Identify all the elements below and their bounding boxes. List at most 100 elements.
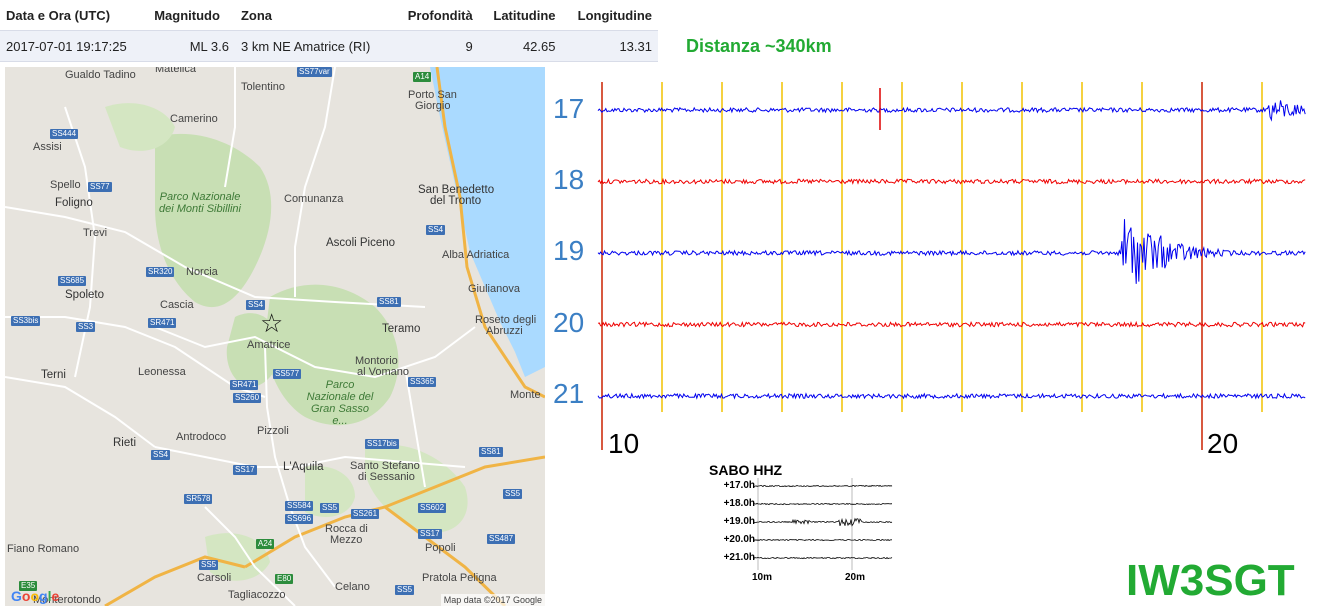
epicenter-star-icon[interactable]: ☆ [260,308,284,338]
road-shield: SS487 [487,534,516,544]
cell-datetime: 2017-07-01 19:17:25 [0,30,149,62]
park-label-sibillini: Parco Nazionale dei Monti Sibillini [159,191,241,215]
map-label: Trevi [83,227,108,239]
thumbnail-tick: 20m [845,572,866,583]
helicorder-thumbnail[interactable]: SABO HHZ +17.0h +18.0h +19.0h +20.0h +21… [700,460,900,585]
table-row[interactable]: 2017-07-01 19:17:25 ML 3.6 3 km NE Amatr… [0,30,658,62]
hour-label: 18 [553,164,584,195]
road-shield: SR471 [230,380,259,390]
col-datetime-header[interactable]: Data e Ora (UTC) [6,7,111,23]
road-shield: SS365 [408,377,437,387]
road-shield: E80 [275,574,294,584]
seismogram-traces [597,88,1306,400]
map-label: al Vomano [357,366,409,378]
thumbnail-row-label: +21.0h [723,552,755,563]
seismic-trace-20 [597,320,1306,328]
map-label: Tagliacozzo [228,589,286,601]
map-label: Camerino [170,113,218,125]
road-shield: SS81 [377,297,401,307]
cell-zone: 3 km NE Amatrice (RI) [234,30,393,62]
map-label: L'Aquila [283,461,324,473]
seismic-trace-21 [597,392,1306,400]
station-callsign: IW3SGT [1126,556,1295,605]
thumbnail-trace [753,556,893,560]
map-label: Pizzoli [257,425,289,437]
map-label: Monte [510,389,541,401]
thumbnail-trace [753,517,893,527]
map-label: Ascoli Piceno [326,237,396,249]
map-label: del Tronto [430,195,482,207]
map-label: Cascia [160,299,194,311]
hour-label: 19 [553,235,584,266]
road-shield: SR578 [184,494,213,504]
map-label: Mezzo [330,534,363,546]
road-shield: SS17 [418,529,442,539]
map-label: Montorio [355,355,398,367]
distance-label: Distanza ~340km [686,36,832,56]
road-shield: SS5 [199,560,219,570]
map-label: Amatrice [247,339,291,351]
map-label: Monterotondo [33,594,101,606]
road-shield: SS602 [418,503,447,513]
map-label: Alba Adriatica [442,249,510,261]
google-logo[interactable]: Google [11,588,60,604]
hour-label: 20 [553,307,584,338]
seismogram-grid [601,82,1263,450]
road-shield: SS81 [479,447,503,457]
road-shield: E35 [19,581,38,591]
road-shield: A14 [413,72,432,82]
map-label: Teramo [382,323,421,335]
map-label: Spello [50,179,81,191]
road-shield: SS4 [426,225,446,235]
map-label: Giorgio [415,100,451,112]
col-zone-header[interactable]: Zona [240,7,273,23]
epicenter-map[interactable]: Gualdo Tadino Matelica Tolentino Porto S… [5,67,545,606]
map-label: Terni [41,369,66,381]
road-shield: SS3bis [11,316,41,326]
road-shield: SS5 [320,503,340,513]
map-label: Fiano Romano [7,543,80,555]
road-shield: SS4 [151,450,171,460]
map-label: di Sessanio [358,471,415,483]
minute-label: 20 [1207,428,1238,459]
hour-label: 17 [553,93,584,124]
road-shield: SS261 [351,509,380,519]
thumbnail-traces [753,478,893,570]
map-label: Gualdo Tadino [65,69,136,81]
helicorder-seismogram: 17 18 19 20 21 10 20 [553,82,1306,459]
seismogram-labels: 17 18 19 20 21 10 20 [553,93,1238,459]
road-shield: SS77var [297,67,332,77]
map-label: Celano [335,581,370,593]
col-longitude-header[interactable]: Longitudine [577,7,652,23]
map-attribution[interactable]: Map data ©2017 Google [440,594,545,606]
thumbnail-trace [753,484,893,488]
map-label: Assisi [33,141,62,153]
map-label: Pratola Peligna [422,572,497,584]
thumbnail-row-label: +19.0h [723,516,755,527]
road-shield: SS17 [233,465,257,475]
thumbnail-title: SABO HHZ [709,462,783,478]
cell-latitude: 42.65 [478,30,562,62]
road-shield: SS584 [285,501,314,511]
hour-label: 21 [553,378,584,409]
road-shield: SS3 [76,322,96,332]
map-label: Norcia [186,266,218,278]
col-magnitude-header[interactable]: Magnitudo [154,7,220,23]
thumbnail-row-label: +20.0h [723,534,755,545]
map-label: Santo Stefano [350,460,420,472]
col-latitude-header[interactable]: Latitudine [493,7,556,23]
road-shield: SS577 [273,369,302,379]
minute-label: 10 [608,428,639,459]
seismic-trace-17 [597,100,1306,122]
map-terrain [5,67,545,606]
map-label: Spoleto [65,289,105,301]
road-shield: SS77 [88,182,112,192]
road-shield: SS696 [285,514,314,524]
map-label: Leonessa [138,366,186,378]
event-table: Data e Ora (UTC) Magnitudo Zona Profondi… [0,0,658,62]
col-depth-header[interactable]: Profondità [407,7,473,23]
table-header-row: Data e Ora (UTC) Magnitudo Zona Profondi… [0,0,658,31]
road-shield: A24 [256,539,275,549]
map-label: San Benedetto [418,184,495,196]
map-label: Rieti [113,437,137,449]
